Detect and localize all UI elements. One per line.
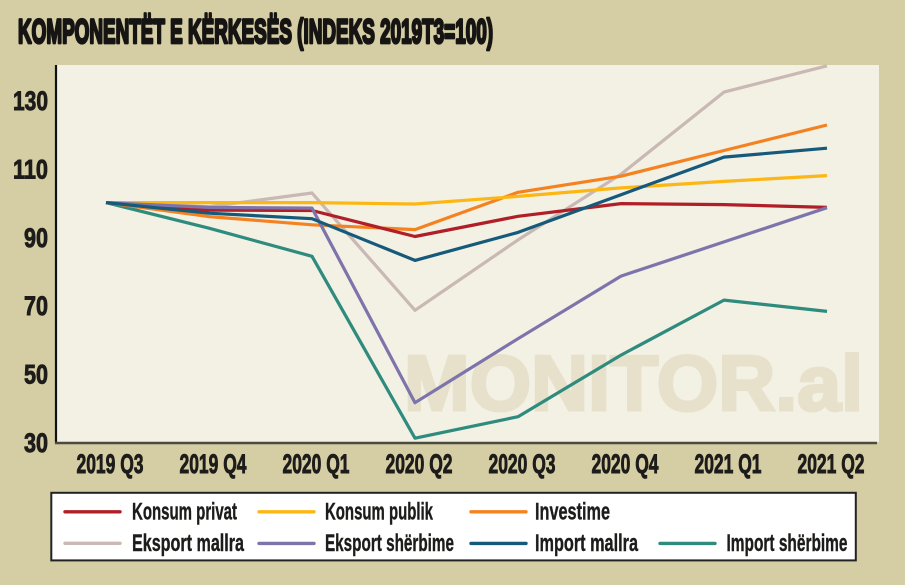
- svg-text:Eksport shërbime: Eksport shërbime: [325, 530, 454, 557]
- svg-text:Investime: Investime: [535, 499, 610, 526]
- svg-text:MONITOR.al: MONITOR.al: [404, 339, 863, 427]
- svg-text:30: 30: [24, 428, 48, 458]
- svg-text:130: 130: [13, 86, 48, 116]
- svg-text:2020 Q2: 2020 Q2: [386, 449, 453, 479]
- svg-text:Eksport mallra: Eksport mallra: [132, 530, 244, 557]
- svg-text:50: 50: [24, 360, 48, 390]
- svg-text:2021 Q2: 2021 Q2: [798, 449, 865, 479]
- svg-text:90: 90: [24, 223, 48, 253]
- svg-text:Konsum publik: Konsum publik: [325, 499, 433, 526]
- svg-text:2019 Q4: 2019 Q4: [180, 449, 247, 479]
- svg-text:110: 110: [13, 154, 48, 184]
- svg-text:2020 Q4: 2020 Q4: [592, 449, 659, 479]
- svg-text:Import shërbime: Import shërbime: [727, 530, 848, 557]
- svg-text:2020 Q3: 2020 Q3: [489, 449, 556, 479]
- svg-text:2020 Q1: 2020 Q1: [283, 449, 350, 479]
- svg-text:Import mallra: Import mallra: [535, 530, 638, 557]
- svg-text:2019 Q3: 2019 Q3: [77, 449, 144, 479]
- svg-text:70: 70: [24, 291, 48, 321]
- svg-text:Konsum privat: Konsum privat: [132, 499, 237, 526]
- svg-text:2021 Q1: 2021 Q1: [695, 449, 762, 479]
- svg-text:KOMPONENTËT E KËRKESËS (INDEKS: KOMPONENTËT E KËRKESËS (INDEKS 2019T3=10…: [18, 13, 493, 51]
